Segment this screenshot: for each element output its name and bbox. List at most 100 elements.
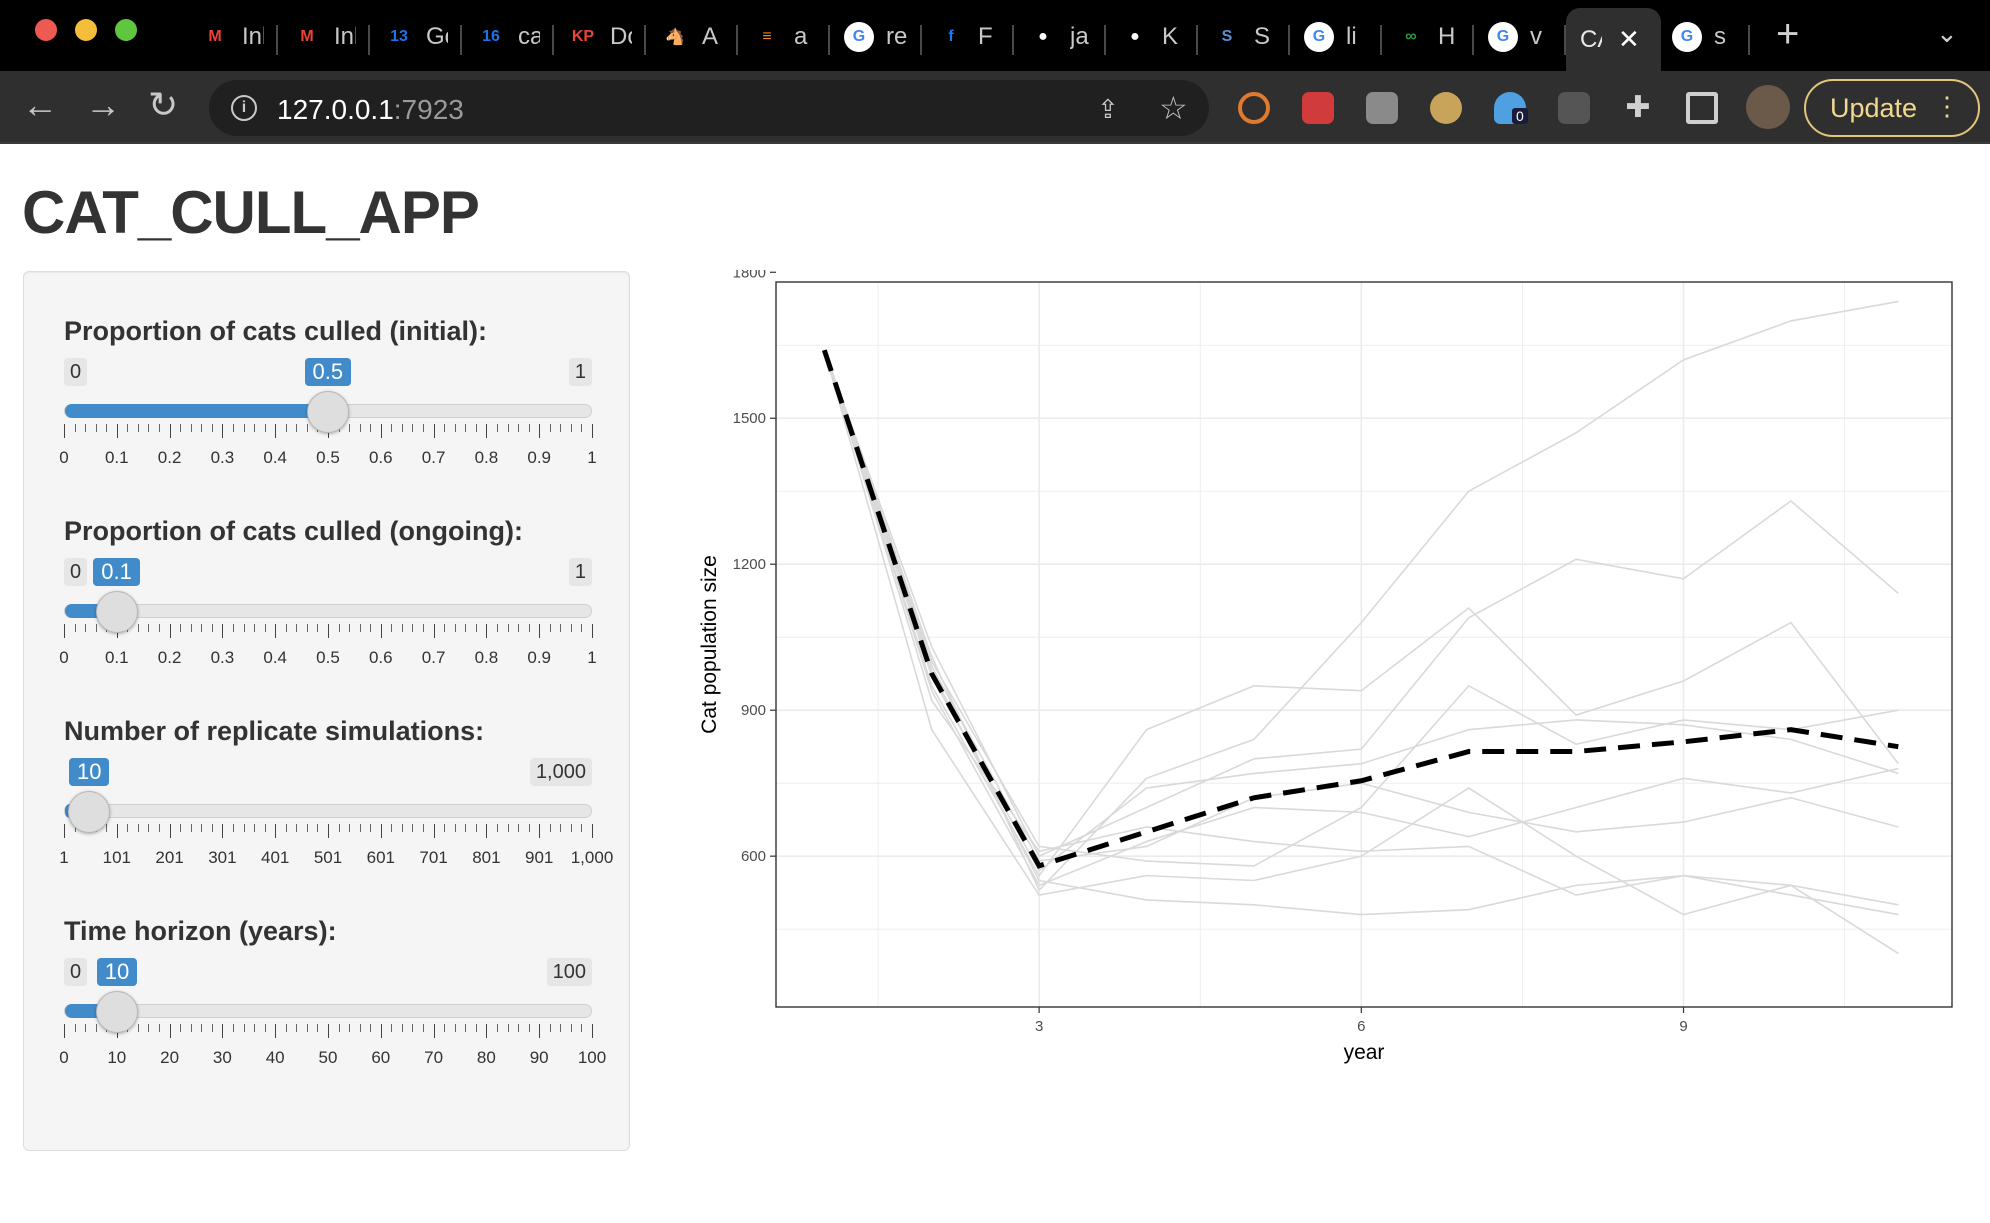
profile-avatar[interactable] — [1746, 85, 1790, 129]
minor-tick — [201, 1024, 203, 1032]
slider-tick-label: 1,000 — [570, 848, 614, 867]
minor-tick — [296, 424, 298, 432]
minor-tick — [412, 824, 414, 832]
slider-tick-label: 0.6 — [368, 648, 393, 667]
tab-3[interactable]: 16 calendar — [462, 8, 554, 66]
slider-tick-label: 10 — [107, 1048, 127, 1067]
minor-tick — [106, 824, 108, 832]
slider-handle[interactable] — [95, 991, 138, 1033]
menu-dots-icon[interactable]: ⋮ — [1934, 91, 1960, 121]
minor-tick — [518, 424, 520, 432]
tab-15[interactable]: CA ✕ — [1566, 8, 1661, 71]
forward-arrow-icon[interactable]: → — [85, 84, 121, 125]
slider-track[interactable] — [64, 1004, 592, 1018]
slider-tick-label: 0.7 — [421, 648, 446, 667]
update-button[interactable]: Update ⋮ — [1804, 79, 1980, 137]
minor-tick — [359, 1024, 361, 1032]
address-bar[interactable]: i 127.0.0.1:7923 ⇪ ☆ — [209, 80, 1209, 136]
tab-2[interactable]: 13 Google Calendar — [370, 8, 462, 66]
back-arrow-icon[interactable]: ← — [22, 84, 58, 125]
tab-6[interactable]: ≡ a — [738, 8, 830, 66]
slider-handle[interactable] — [68, 791, 110, 833]
minor-tick — [370, 424, 372, 432]
url-text[interactable]: 127.0.0.1:7923 — [277, 94, 464, 125]
slider-tick-label: 0.1 — [104, 648, 129, 667]
slider-tick-label: 0.9 — [527, 448, 552, 467]
slider-ticks: 1 101 201 301 401 501 601 701 801 901 1,000 — [59, 824, 613, 867]
minor-tick — [137, 824, 139, 832]
bookmark-star-icon[interactable]: ☆ — [1159, 90, 1188, 126]
minor-tick — [338, 824, 340, 832]
minor-tick — [190, 824, 192, 832]
slider-tick-label: 0 — [59, 648, 69, 667]
slider-tick-label: 0.5 — [316, 648, 340, 667]
slider-handle[interactable] — [307, 391, 349, 433]
tab-search-chevron-icon[interactable]: ⌄ — [1936, 18, 1958, 48]
major-tick — [328, 624, 329, 638]
window-close-button[interactable] — [35, 19, 57, 41]
site-info-icon[interactable]: i — [231, 95, 257, 121]
slider-track[interactable] — [64, 604, 592, 618]
tab-separator — [368, 25, 370, 55]
slider-tick-label: 30 — [212, 1048, 232, 1067]
share-icon[interactable]: ⇪ — [1097, 94, 1119, 124]
extension-ghostery-icon[interactable]: 0 — [1494, 92, 1528, 124]
slider-track[interactable] — [64, 804, 592, 818]
reload-icon[interactable]: ↻ — [148, 84, 179, 125]
major-tick — [592, 424, 593, 438]
slider-tick-label: 0.8 — [474, 648, 499, 667]
minor-tick — [137, 1024, 139, 1032]
extension-owl-icon[interactable] — [1430, 92, 1462, 124]
minor-tick — [528, 424, 530, 432]
minor-tick — [180, 1024, 182, 1032]
minor-tick — [560, 824, 562, 832]
minor-tick — [359, 824, 361, 832]
tab-0[interactable]: M Inbox — [186, 8, 278, 66]
extension-target-icon[interactable] — [1238, 92, 1270, 124]
minor-tick — [454, 624, 456, 632]
extensions-puzzle-icon[interactable]: ✚ — [1622, 92, 1654, 124]
extension-gitzip-icon[interactable] — [1558, 92, 1590, 124]
extension-printer-icon[interactable] — [1366, 92, 1398, 124]
tab-4[interactable]: KP Do — [554, 8, 646, 66]
minor-tick — [549, 1024, 551, 1032]
minor-tick — [391, 624, 393, 632]
slider-label: Proportion of cats culled (initial): — [64, 316, 488, 346]
minor-tick — [285, 424, 287, 432]
tab-9[interactable]: ● ja — [1014, 8, 1106, 66]
slider-min-label: 0 — [64, 358, 88, 386]
gmail-icon: M — [208, 28, 222, 45]
minor-tick — [137, 624, 139, 632]
tab-13[interactable]: ∞ H — [1382, 8, 1474, 66]
minor-tick — [507, 824, 509, 832]
minor-tick — [496, 624, 498, 632]
slider-tick-label: 0.1 — [104, 448, 129, 467]
stackoverflow-icon: ≡ — [762, 28, 772, 45]
tab-10[interactable]: ● K — [1106, 8, 1198, 66]
window-minimize-button[interactable] — [75, 19, 97, 41]
infinity-icon: ∞ — [1405, 28, 1417, 45]
minor-tick — [581, 624, 583, 632]
new-tab-button[interactable]: + — [1776, 12, 1800, 56]
tab-1[interactable]: M Inbox — [278, 8, 370, 66]
tab-5[interactable]: 🐴 A — [646, 8, 738, 66]
minor-tick — [359, 624, 361, 632]
minor-tick — [423, 824, 425, 832]
side-panel-icon[interactable] — [1686, 92, 1718, 124]
y-tick-label: 900 — [741, 702, 766, 719]
extension-lastpass-icon[interactable] — [1302, 92, 1334, 124]
window-maximize-button[interactable] — [115, 19, 137, 41]
slider-handle[interactable] — [95, 591, 138, 633]
major-tick — [169, 824, 171, 838]
tab-title: Do — [610, 23, 632, 50]
tab-close-icon[interactable]: ✕ — [1618, 24, 1640, 54]
major-tick — [592, 824, 593, 838]
google-icon: G — [1304, 22, 1334, 52]
major-tick — [169, 624, 171, 638]
